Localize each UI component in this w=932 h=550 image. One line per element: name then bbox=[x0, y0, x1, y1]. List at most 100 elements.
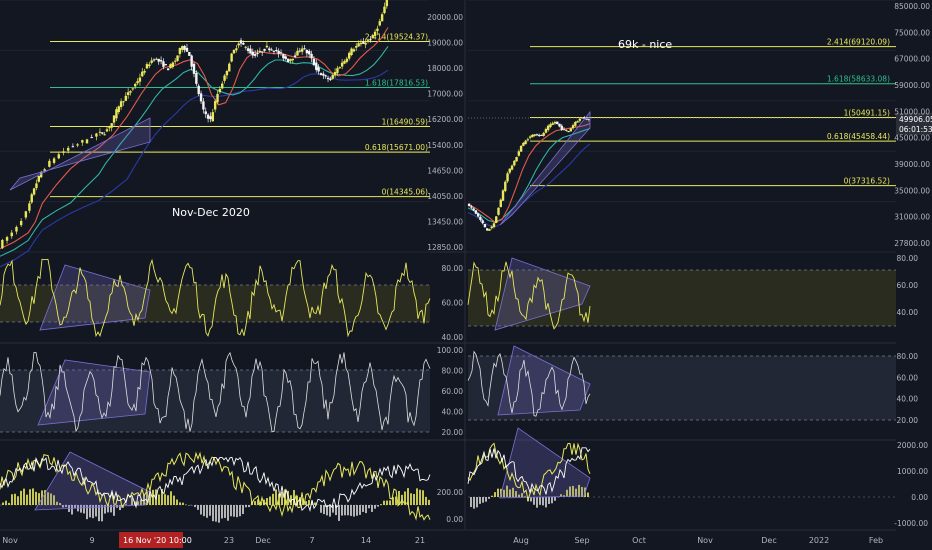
macd-histogram-bar bbox=[11, 494, 13, 505]
macd-histogram-bar bbox=[164, 494, 166, 505]
y-tick-label: 0.00 bbox=[911, 493, 928, 502]
candle-body bbox=[169, 64, 172, 69]
candle-body bbox=[164, 64, 167, 66]
y-tick-label: 17000.00 bbox=[427, 90, 463, 99]
macd-histogram-bar bbox=[137, 501, 139, 505]
candle-body bbox=[265, 45, 269, 48]
macd-histogram-bar bbox=[29, 489, 31, 505]
candle-body bbox=[298, 50, 302, 52]
candle-body bbox=[221, 83, 224, 89]
macd-histogram-bar bbox=[194, 505, 196, 508]
macd-histogram-bar bbox=[110, 505, 112, 513]
fib-label: 1.618(58633.08) bbox=[827, 75, 890, 84]
macd-histogram-bar bbox=[305, 501, 307, 505]
macd-histogram-bar bbox=[395, 496, 397, 505]
y-tick-label: 20000.00 bbox=[427, 13, 463, 22]
candle-body bbox=[258, 50, 262, 53]
fib-label: 0(14345.06) bbox=[382, 188, 428, 197]
candle-body bbox=[515, 156, 518, 162]
macd-histogram-bar bbox=[344, 505, 346, 516]
macd-histogram-bar bbox=[308, 500, 310, 505]
macd-histogram-bar bbox=[107, 505, 109, 513]
candle-body bbox=[476, 213, 480, 217]
macd-histogram-bar bbox=[386, 500, 388, 505]
rsi-line bbox=[467, 261, 591, 330]
macd-histogram-bar bbox=[20, 490, 22, 505]
macd-histogram-bar bbox=[179, 502, 181, 505]
macd-histogram-bar bbox=[95, 505, 97, 517]
macd-histogram-bar bbox=[470, 497, 472, 508]
candle-body bbox=[303, 48, 306, 50]
candle-body bbox=[533, 134, 536, 136]
moving-average-line bbox=[467, 123, 591, 223]
candle-body bbox=[576, 121, 579, 123]
candle-body bbox=[171, 62, 175, 68]
candle-body bbox=[244, 46, 247, 48]
candle-body bbox=[188, 51, 191, 56]
macd-histogram-bar bbox=[575, 488, 577, 497]
macd-histogram-bar bbox=[473, 497, 475, 509]
macd-histogram-bar bbox=[74, 505, 76, 509]
candle-body bbox=[322, 73, 325, 76]
candle-body bbox=[583, 117, 586, 119]
candle-body bbox=[183, 45, 186, 50]
candle-body bbox=[105, 129, 109, 132]
candle-body bbox=[524, 140, 527, 145]
right-annotation: 69k - nice bbox=[618, 38, 672, 51]
candle-body bbox=[380, 14, 384, 22]
macd-line bbox=[0, 451, 431, 521]
macd-histogram-bar bbox=[539, 497, 541, 505]
macd-histogram-bar bbox=[491, 495, 493, 497]
y-tick-label: 75000.00 bbox=[894, 28, 930, 37]
stoch-wedge bbox=[37, 359, 151, 426]
candle-body bbox=[253, 53, 257, 56]
candle-body bbox=[143, 70, 146, 73]
candle-body bbox=[24, 211, 28, 218]
y-tick-label: 60.00 bbox=[897, 281, 919, 290]
candle-body bbox=[305, 50, 309, 54]
macd-histogram-bar bbox=[80, 505, 82, 513]
candle-body bbox=[517, 151, 521, 156]
y-tick-label: 200.00 bbox=[437, 488, 463, 497]
y-tick-label: 40.00 bbox=[442, 333, 464, 342]
macd-histogram-bar bbox=[236, 505, 238, 518]
y-tick-label: 60.00 bbox=[897, 373, 919, 382]
x-tick-label: Oct bbox=[632, 536, 646, 545]
macd-histogram-bar bbox=[509, 489, 511, 497]
candle-body bbox=[48, 160, 51, 167]
macd-histogram-bar bbox=[326, 505, 328, 516]
macd-histogram-bar bbox=[62, 505, 64, 508]
candle-body bbox=[101, 132, 104, 134]
candle-body bbox=[364, 42, 367, 45]
y-tick-label: 20.00 bbox=[897, 416, 919, 425]
macd-histogram-bar bbox=[482, 497, 484, 503]
y-tick-label: 67000.00 bbox=[894, 55, 930, 64]
macd-histogram-bar bbox=[398, 490, 400, 505]
macd-histogram-bar bbox=[257, 499, 259, 505]
macd-histogram-bar bbox=[149, 493, 151, 505]
candle-body bbox=[178, 48, 182, 54]
macd-histogram-bar bbox=[221, 505, 223, 519]
candle-body bbox=[492, 223, 496, 228]
macd-histogram-bar bbox=[65, 505, 67, 508]
macd-histogram-bar bbox=[197, 505, 199, 510]
stochastic-panel bbox=[0, 345, 896, 433]
fib-label: 0(37316.52) bbox=[844, 177, 890, 186]
candle-body bbox=[213, 101, 217, 110]
candle-body bbox=[315, 62, 318, 70]
candle-body bbox=[141, 71, 144, 77]
macd-histogram-bar bbox=[407, 488, 409, 505]
macd-histogram-bar bbox=[263, 499, 265, 505]
candle-body bbox=[246, 48, 250, 51]
macd-histogram-bar bbox=[266, 498, 268, 505]
y-tick-label: 35000.00 bbox=[894, 186, 930, 195]
macd-histogram-bar bbox=[152, 489, 154, 505]
x-tick-label: 23 bbox=[224, 536, 234, 545]
candle-body bbox=[230, 53, 233, 62]
candle-body bbox=[587, 118, 591, 120]
macd-histogram-bar bbox=[44, 490, 46, 505]
candle-body bbox=[228, 63, 231, 72]
macd-histogram-bar bbox=[548, 497, 550, 504]
candle-body bbox=[336, 68, 339, 73]
candle-body bbox=[558, 123, 561, 127]
